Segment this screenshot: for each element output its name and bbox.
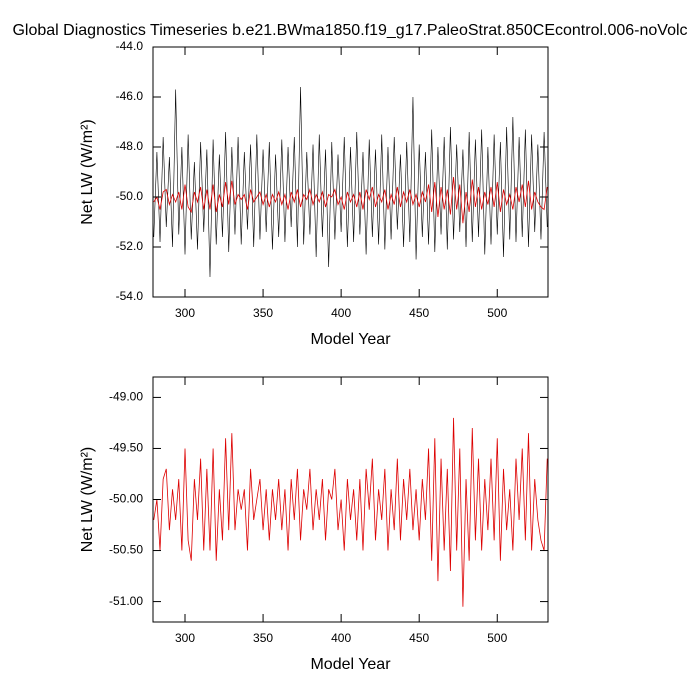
- x-tick-label: 500: [487, 306, 507, 320]
- x-tick-label: 350: [253, 631, 273, 645]
- y-tick-label: -48.0: [116, 139, 144, 153]
- y-tick-label: -51.00: [109, 594, 143, 608]
- x-tick-label: 450: [409, 306, 429, 320]
- y-axis-title: Net LW (W/m²): [79, 119, 96, 224]
- y-tick-label: -50.50: [109, 543, 143, 557]
- y-axis-title: Net LW (W/m²): [79, 447, 96, 552]
- y-tick-label: -54.0: [116, 289, 144, 303]
- y-tick-label: -50.0: [116, 189, 144, 203]
- y-tick-label: -50.00: [109, 492, 143, 506]
- x-tick-label: 400: [331, 631, 351, 645]
- x-tick-label: 300: [175, 306, 195, 320]
- data-line: [153, 417, 548, 607]
- plot-frame: [152, 376, 549, 623]
- data-line: [153, 176, 548, 224]
- data-line: [153, 86, 548, 278]
- x-axis-title: Model Year: [310, 331, 391, 348]
- x-tick-label: 400: [331, 306, 351, 320]
- x-tick-label: 350: [253, 306, 273, 320]
- y-tick-label: -46.0: [116, 89, 144, 103]
- y-tick-label: -49.50: [109, 441, 143, 455]
- plot-frame: [152, 46, 549, 298]
- y-tick-label: -44.0: [116, 39, 144, 53]
- x-axis-title: Model Year: [310, 656, 391, 673]
- x-tick-label: 500: [487, 631, 507, 645]
- y-tick-label: -52.0: [116, 239, 144, 253]
- x-tick-label: 300: [175, 631, 195, 645]
- x-tick-label: 450: [409, 631, 429, 645]
- y-tick-label: -49.00: [109, 390, 143, 404]
- chart-title: Global Diagnostics Timeseries b.e21.BWma…: [12, 22, 687, 39]
